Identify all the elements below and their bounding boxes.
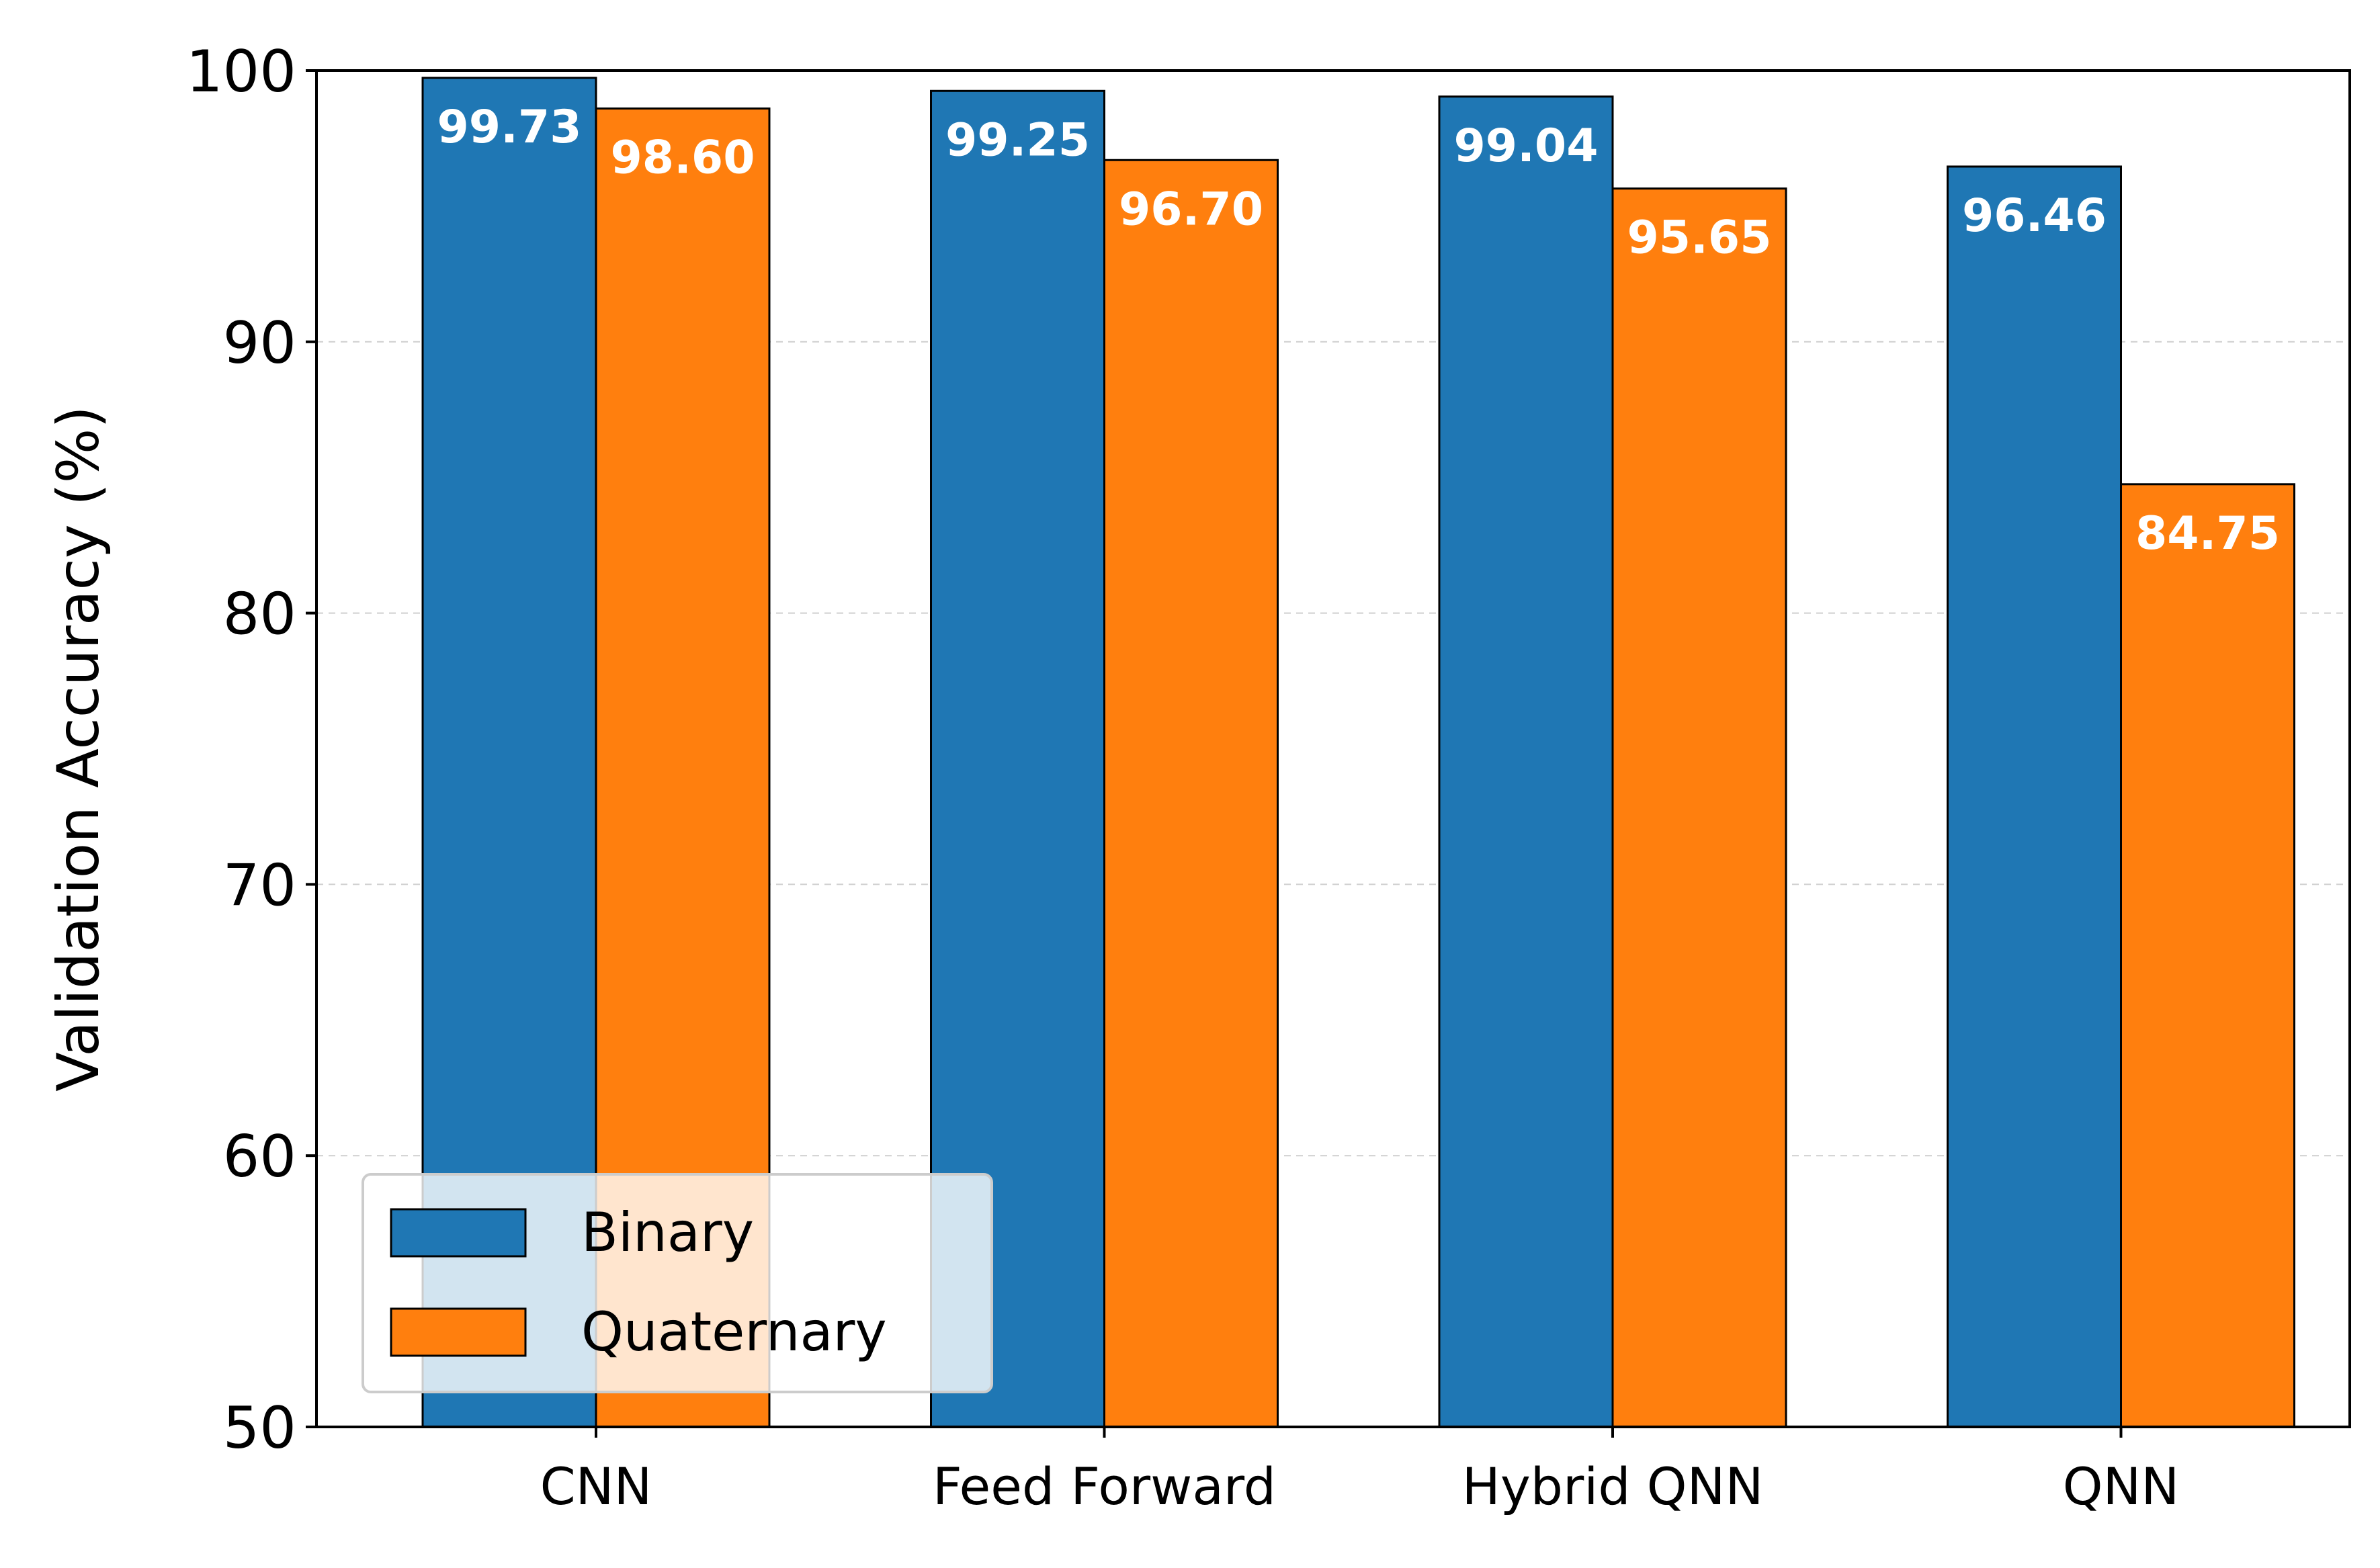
y-tick-label: 70 xyxy=(223,852,296,919)
bar-quaternary-feed-forward xyxy=(1103,159,1279,1428)
bar-value-label: 99.73 xyxy=(437,101,581,154)
x-tick-label: CNN xyxy=(540,1456,652,1516)
x-tick-label: Hybrid QNN xyxy=(1462,1456,1764,1516)
legend-label-quaternary: Quaternary xyxy=(581,1301,887,1363)
bar-labels: 99.73 98.60 99.25 96.70 99.04 95.65 96.46 84.75 xyxy=(437,101,2280,560)
bar-quaternary-hybrid-qnn xyxy=(1611,187,1787,1428)
y-tick-label: 100 xyxy=(186,38,296,105)
y-tick-label: 50 xyxy=(223,1395,296,1462)
bar-value-label: 98.60 xyxy=(610,132,755,185)
bar-binary-qnn xyxy=(1947,165,2122,1428)
bar-value-label: 96.46 xyxy=(1962,189,2107,243)
bars xyxy=(421,77,2295,1428)
bar-value-label: 99.04 xyxy=(1453,120,1598,173)
x-tick-label: QNN xyxy=(2063,1456,2180,1516)
bar-quaternary-qnn xyxy=(2120,483,2295,1428)
bar-value-label: 96.70 xyxy=(1119,183,1263,236)
legend-swatch-quaternary xyxy=(390,1307,527,1357)
bar-value-label: 84.75 xyxy=(2135,507,2280,560)
bar-value-label: 99.25 xyxy=(945,114,1090,167)
y-tick-label: 80 xyxy=(223,581,296,648)
y-tick-label: 90 xyxy=(223,310,296,377)
x-tick-label: Feed Forward xyxy=(933,1456,1276,1516)
legend-label-binary: Binary xyxy=(581,1201,754,1264)
y-tick-label: 60 xyxy=(223,1123,296,1190)
bar-binary-hybrid-qnn xyxy=(1438,95,1614,1428)
y-axis-title: Validation Accuracy (%) xyxy=(45,406,112,1092)
legend-swatch-binary xyxy=(390,1208,527,1258)
axes: 50 60 70 80 90 100 CNN Feed Forward Hybrid QNN QN… xyxy=(186,38,2179,1516)
legend: Binary Quaternary xyxy=(362,1173,993,1393)
plot-frame xyxy=(315,69,2351,1428)
bar-value-label: 95.65 xyxy=(1627,212,1771,265)
